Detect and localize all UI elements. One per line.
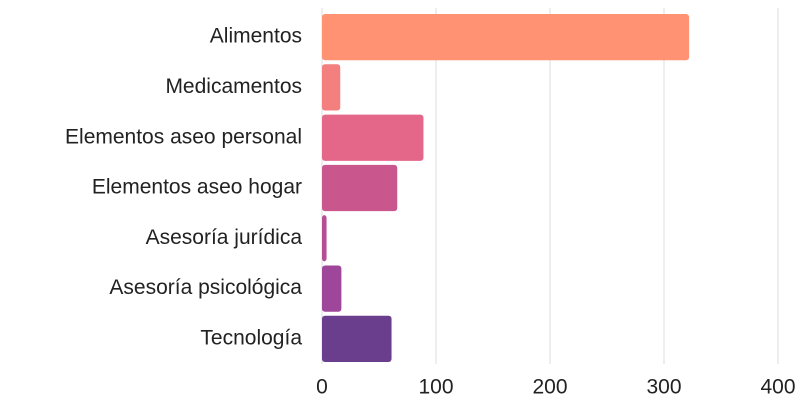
y-tick-label: Asesoría psicológica (109, 276, 302, 299)
x-tick-label: 0 (316, 376, 328, 399)
bar (322, 315, 392, 362)
y-tick-label: Elementos aseo hogar (92, 176, 302, 199)
bar (322, 215, 327, 262)
y-tick-label: Medicamentos (165, 75, 302, 98)
x-tick-label: 200 (532, 376, 567, 399)
bar (322, 114, 424, 161)
y-tick-label: Alimentos (210, 25, 302, 48)
bar (322, 164, 398, 212)
bar (322, 14, 690, 61)
bar (322, 64, 341, 111)
y-tick-label: Elementos aseo personal (65, 125, 302, 148)
x-tick-label: 400 (760, 376, 795, 399)
x-tick-label: 300 (646, 376, 681, 399)
bar (322, 265, 342, 312)
y-tick-label: Asesoría jurídica (146, 226, 303, 249)
y-tick-label: Tecnología (200, 326, 302, 349)
x-tick-label: 100 (418, 376, 453, 399)
